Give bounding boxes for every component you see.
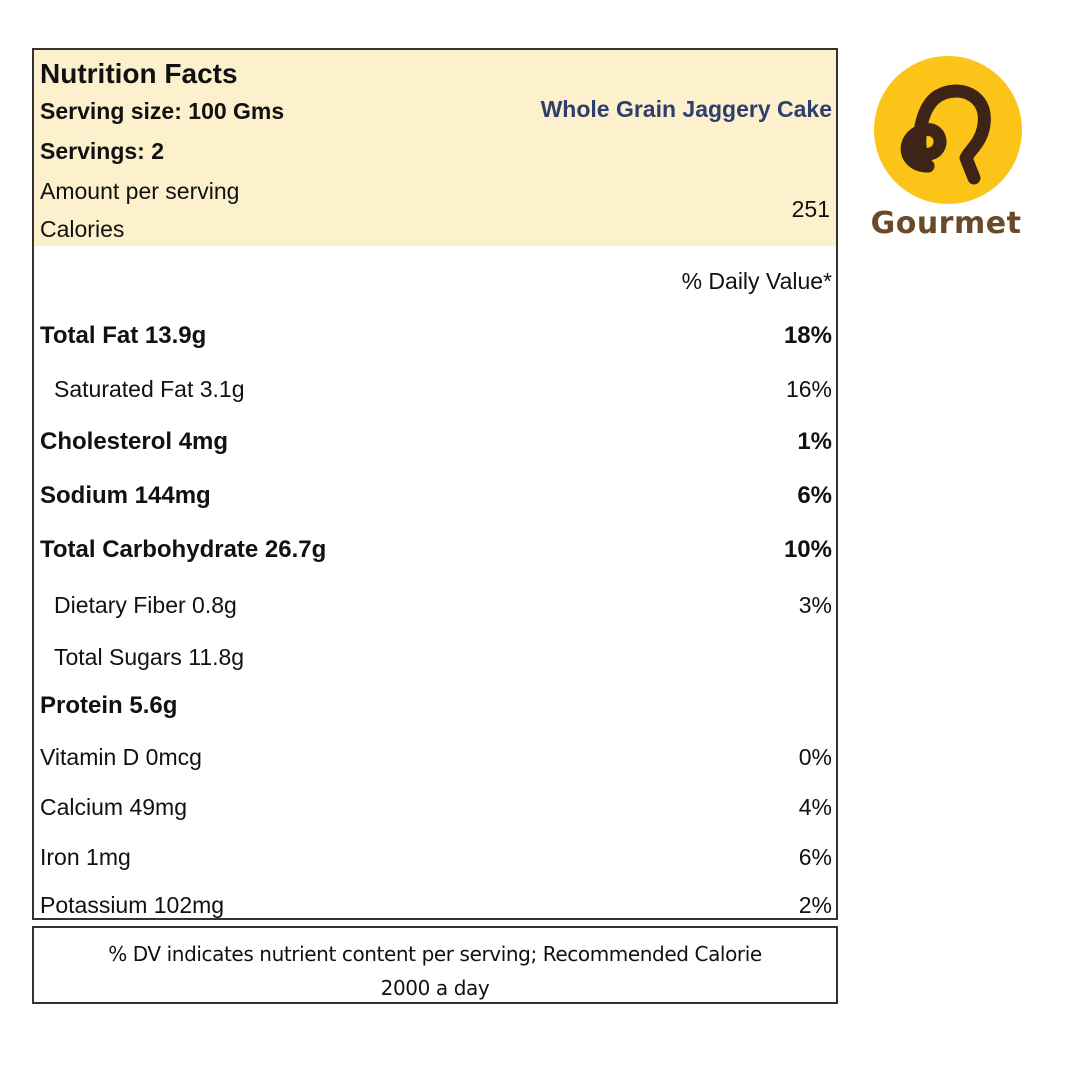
nutrient-name: Calcium 49mg	[40, 794, 187, 820]
nutrient-name: Total Carbohydrate 26.7g	[40, 536, 327, 563]
daily-value-footnote: % DV indicates nutrient content per serv…	[32, 926, 838, 1004]
nutrient-row: Dietary Fiber 0.8g 3%	[34, 592, 836, 622]
nutrient-name: Potassium 102mg	[40, 892, 225, 918]
label-header: Nutrition Facts Serving size: 100 Gms Se…	[34, 50, 836, 246]
nutrient-name: Vitamin D 0mcg	[40, 744, 202, 770]
nutrient-name: Protein 5.6g	[40, 692, 178, 719]
serving-size: Serving size: 100 Gms	[40, 98, 285, 124]
footnote-line-2: 2000 a day	[380, 976, 490, 1000]
nutrient-row: Total Carbohydrate 26.7g 10%	[34, 536, 836, 566]
nutrient-dv: 18%	[783, 322, 832, 349]
nutrient-dv: 2%	[798, 892, 832, 918]
nutrient-row: Iron 1mg 6%	[34, 844, 836, 874]
nutrient-row: Total Sugars 11.8g	[34, 644, 836, 674]
nutrient-dv: 16%	[785, 376, 832, 402]
nutrient-row: Vitamin D 0mcg 0%	[34, 744, 836, 774]
brand-name: Gourmet	[870, 206, 1022, 241]
nutrient-dv: 3%	[798, 592, 832, 618]
nutrient-dv: 4%	[798, 794, 832, 820]
nutrient-row: Saturated Fat 3.1g 16%	[34, 376, 836, 406]
daily-value-header: % Daily Value*	[681, 268, 832, 294]
nutrient-name: Saturated Fat 3.1g	[54, 376, 245, 402]
nutrient-dv: 0%	[798, 744, 832, 770]
gourmet-logo-icon	[874, 56, 1022, 204]
nutrient-name: Total Sugars 11.8g	[54, 644, 245, 670]
nutrient-row: Cholesterol 4mg 1%	[34, 428, 836, 458]
servings-count: Servings: 2	[40, 138, 164, 164]
nutrient-name: Iron 1mg	[40, 844, 131, 870]
label-title: Nutrition Facts	[40, 58, 238, 89]
nutrient-name: Sodium 144mg	[40, 482, 211, 509]
amount-per-serving: Amount per serving	[40, 178, 240, 204]
nutrient-name: Cholesterol 4mg	[40, 428, 229, 455]
nutrient-row: Total Fat 13.9g 18%	[34, 322, 836, 352]
nutrient-row: Potassium 102mg 2%	[34, 892, 836, 922]
brand-logo: Gourmet	[866, 54, 1026, 254]
calories-label: Calories	[40, 216, 125, 242]
nutrient-row: Protein 5.6g	[34, 692, 836, 722]
footnote-line-1: % DV indicates nutrient content per serv…	[108, 942, 762, 966]
calories-value: 251	[791, 196, 830, 222]
nutrient-dv: 1%	[797, 428, 832, 455]
nutrient-name: Dietary Fiber 0.8g	[54, 592, 237, 618]
nutrient-dv: 6%	[798, 844, 832, 870]
nutrient-row: Calcium 49mg 4%	[34, 794, 836, 824]
nutrition-label: Nutrition Facts Serving size: 100 Gms Se…	[32, 48, 838, 920]
product-name: Whole Grain Jaggery Cake	[540, 96, 832, 122]
nutrient-row: Sodium 144mg 6%	[34, 482, 836, 512]
nutrient-dv: 10%	[783, 536, 832, 563]
nutrient-dv: 6%	[797, 482, 832, 509]
nutrient-name: Total Fat 13.9g	[40, 322, 207, 349]
